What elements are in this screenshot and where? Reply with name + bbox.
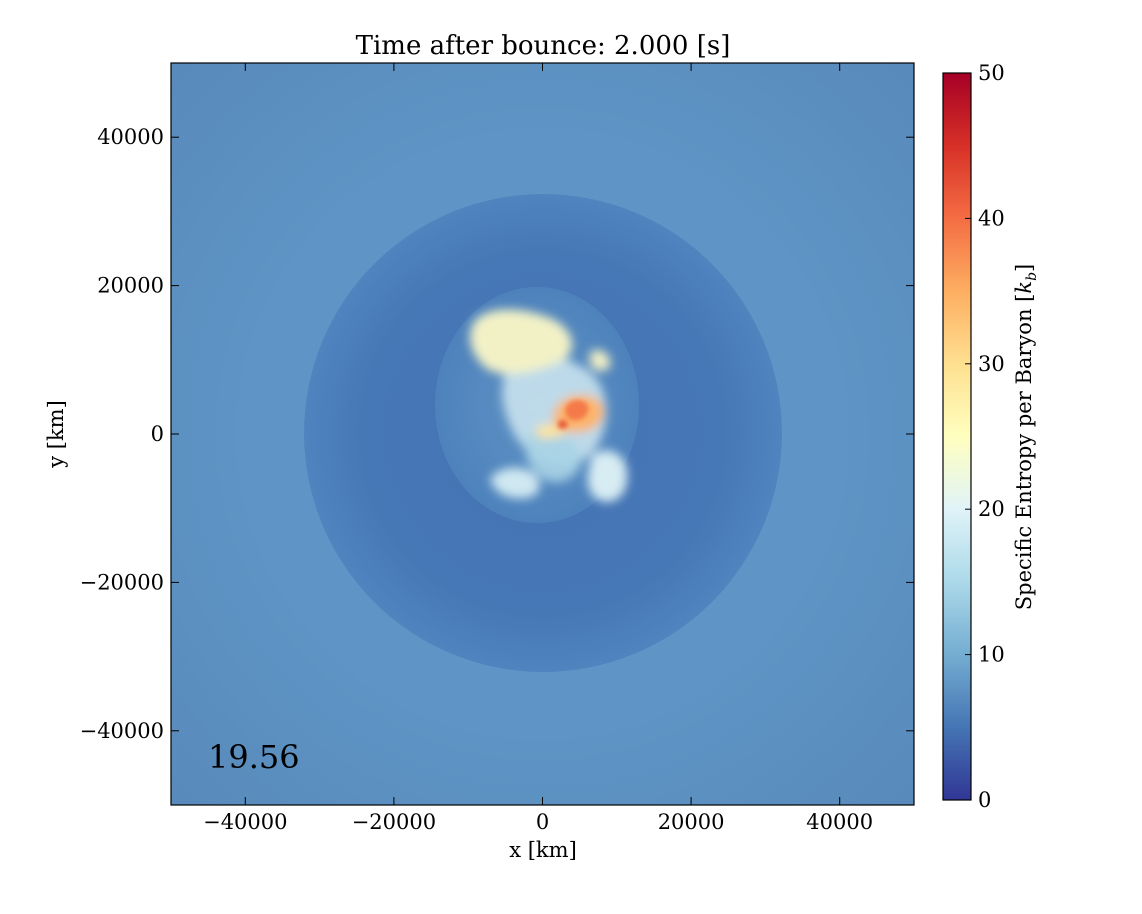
x-tick-label: −40000	[203, 810, 287, 834]
heatmap-field	[171, 63, 914, 805]
colorbar-tick-label: 10	[978, 643, 1005, 667]
x-tick-label: 40000	[806, 810, 873, 834]
colorbar-ticks: 0 10 20 30 40 50	[965, 61, 1005, 812]
field-right-lobe	[590, 349, 611, 372]
y-tick-label: 20000	[97, 274, 164, 298]
field-lower-right-blob	[587, 450, 628, 502]
y-tick-label: 40000	[97, 125, 164, 149]
colorbar-label: Specific Entropy per Baryon [kb]	[1012, 264, 1040, 611]
field-hot-core	[558, 400, 589, 429]
colorbar-tick-label: 40	[978, 206, 1005, 230]
x-axis-ticks: −40000 −20000 0 20000 40000	[203, 63, 873, 834]
x-axis-label: x [km]	[509, 838, 577, 862]
field-lower-left-blob	[490, 467, 540, 499]
colorbar-label-main: Specific Entropy per Baryon [	[1012, 294, 1036, 611]
field-hot-tail	[536, 424, 566, 439]
colorbar-tick-label: 30	[978, 352, 1005, 376]
colorbar-label-symbol: k	[1012, 281, 1036, 294]
y-tick-label: 0	[151, 422, 164, 446]
colorbar-label-close: ]	[1012, 264, 1036, 272]
x-tick-label: 20000	[658, 810, 725, 834]
colorbar-tick-label: 50	[978, 61, 1005, 85]
chart-title: Time after bounce: 2.000 [s]	[356, 31, 731, 61]
y-axis-ticks: −40000 −20000 0 20000 40000	[80, 125, 914, 743]
frame-annotation: 19.56	[208, 738, 300, 776]
colorbar	[942, 72, 972, 801]
field-lower-column	[526, 429, 582, 483]
x-tick-label: 0	[536, 810, 549, 834]
colorbar-tick-label: 20	[978, 497, 1005, 521]
y-tick-label: −20000	[80, 570, 164, 594]
y-axis-label: y [km]	[44, 400, 68, 469]
y-tick-label: −40000	[80, 719, 164, 743]
field-upper-left-bubble	[470, 309, 573, 375]
x-tick-label: −20000	[352, 810, 436, 834]
colorbar-tick-label: 0	[978, 788, 991, 812]
colorbar-label-subscript: b	[1024, 272, 1040, 281]
